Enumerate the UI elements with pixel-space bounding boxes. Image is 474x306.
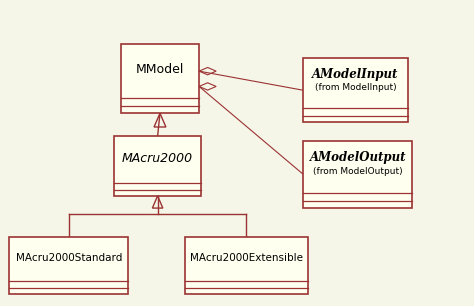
Bar (303, 141, 412, 208)
Text: AModelOutput: AModelOutput (310, 151, 406, 164)
Text: MModel: MModel (136, 63, 184, 76)
Bar (114, 136, 201, 196)
Text: MAcru2000Extensible: MAcru2000Extensible (190, 253, 303, 263)
Bar (121, 44, 199, 113)
Text: MAcru2000Standard: MAcru2000Standard (16, 253, 122, 263)
Bar (303, 58, 408, 122)
Text: MAcru2000: MAcru2000 (122, 152, 193, 165)
Text: (from ModelOutput): (from ModelOutput) (313, 167, 403, 176)
Text: (from ModelInput): (from ModelInput) (315, 83, 396, 92)
Text: AModelInput: AModelInput (312, 68, 399, 81)
Bar (185, 237, 308, 294)
Bar (9, 237, 128, 294)
